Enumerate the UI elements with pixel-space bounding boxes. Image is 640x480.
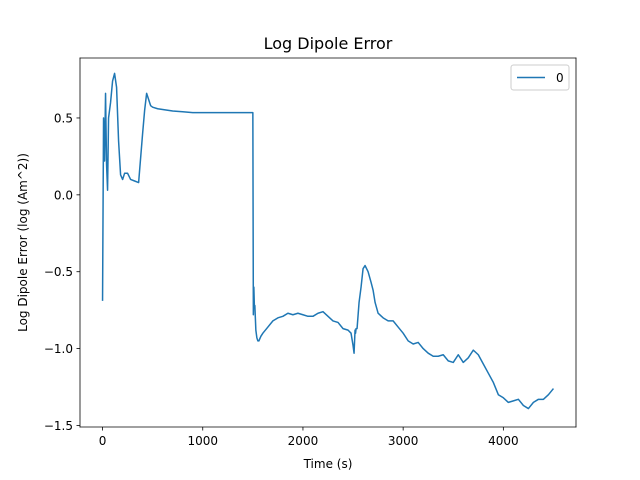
y-axis-label: Log Dipole Error (log (Am^2)) bbox=[16, 153, 30, 332]
x-tick-label: 3000 bbox=[388, 434, 419, 448]
x-tick-label: 0 bbox=[99, 434, 107, 448]
plot-area bbox=[80, 58, 576, 427]
y-tick-label: −0.5 bbox=[44, 265, 73, 279]
y-tick-label: 0.0 bbox=[54, 188, 73, 202]
series-layer bbox=[101, 72, 555, 410]
y-tick-label: −1.0 bbox=[44, 342, 73, 356]
chart-title: Log Dipole Error bbox=[264, 34, 393, 53]
x-axis-label: Time (s) bbox=[303, 457, 353, 471]
x-tick-label: 1000 bbox=[187, 434, 218, 448]
legend-label: 0 bbox=[556, 71, 564, 85]
x-tick-label: 4000 bbox=[488, 434, 519, 448]
y-tick-label: 0.5 bbox=[54, 111, 73, 125]
y-tick-label: −1.5 bbox=[44, 419, 73, 433]
axes-layer: 0 1000 2000 3000 4000 −1.5 −1.0 −0.5 0.0 0.5 bbox=[44, 57, 577, 448]
legend: 0 bbox=[510, 64, 570, 91]
series-line-0 bbox=[101, 72, 555, 410]
x-tick-label: 2000 bbox=[288, 434, 319, 448]
